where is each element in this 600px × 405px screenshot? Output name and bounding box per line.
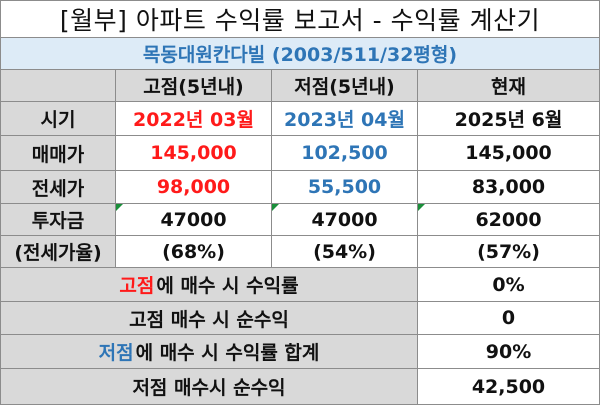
row-label-jeonse-price[interactable]: 전세가 <box>0 171 116 204</box>
summary-label-high-profit[interactable]: 고점 매수 시 순수익 <box>0 302 418 335</box>
jeonse-ratio-current[interactable]: (57%) <box>418 236 600 268</box>
summary-prefix-high: 고점 <box>119 275 155 297</box>
summary-value-high-profit[interactable]: 0 <box>418 302 600 335</box>
period-low[interactable]: 2023년 04월 <box>272 102 418 136</box>
row-label-jeonse-ratio[interactable]: (전세가율) <box>0 236 116 268</box>
jeonse-ratio-low[interactable]: (54%) <box>272 236 418 268</box>
sale-price-current[interactable]: 145,000 <box>418 136 600 171</box>
header-current[interactable]: 현재 <box>418 70 600 102</box>
summary-text-high-return: 에 매수 시 수익률 <box>156 275 299 297</box>
property-name: 목동대원칸다빌 (2003/511/32평형) <box>0 38 600 70</box>
investment-high[interactable]: 47000 <box>116 204 272 236</box>
jeonse-price-low[interactable]: 55,500 <box>272 171 418 204</box>
summary-label-low-return[interactable]: 저점 에 매수 시 수익률 합계 <box>0 335 418 369</box>
summary-value-low-return[interactable]: 90% <box>418 335 600 369</box>
header-blank-cell[interactable] <box>0 70 116 102</box>
report-title: [월부] 아파트 수익률 보고서 - 수익률 계산기 <box>0 0 600 38</box>
summary-value-high-return[interactable]: 0% <box>418 268 600 302</box>
summary-label-low-profit[interactable]: 저점 매수시 순수익 <box>0 369 418 405</box>
summary-text-high-profit: 고점 매수 시 순수익 <box>129 308 289 331</box>
header-high[interactable]: 고점(5년내) <box>116 70 272 102</box>
summary-text-low-profit: 저점 매수시 순수익 <box>132 377 286 399</box>
summary-label-high-return[interactable]: 고점 에 매수 시 수익률 <box>0 268 418 302</box>
jeonse-price-current[interactable]: 83,000 <box>418 171 600 204</box>
jeonse-price-high[interactable]: 98,000 <box>116 171 272 204</box>
row-label-investment[interactable]: 투자금 <box>0 204 116 236</box>
summary-text-low-return: 에 매수 시 수익률 합계 <box>135 342 320 364</box>
sale-price-high[interactable]: 145,000 <box>116 136 272 171</box>
period-high[interactable]: 2022년 03월 <box>116 102 272 136</box>
header-low[interactable]: 저점(5년내) <box>272 70 418 102</box>
investment-current[interactable]: 62000 <box>418 204 600 236</box>
summary-value-low-profit[interactable]: 42,500 <box>418 369 600 405</box>
row-label-period[interactable]: 시기 <box>0 102 116 136</box>
jeonse-ratio-high[interactable]: (68%) <box>116 236 272 268</box>
sale-price-low[interactable]: 102,500 <box>272 136 418 171</box>
summary-prefix-low: 저점 <box>98 342 134 364</box>
row-label-sale-price[interactable]: 매매가 <box>0 136 116 171</box>
investment-low[interactable]: 47000 <box>272 204 418 236</box>
period-current[interactable]: 2025년 6월 <box>418 102 600 136</box>
